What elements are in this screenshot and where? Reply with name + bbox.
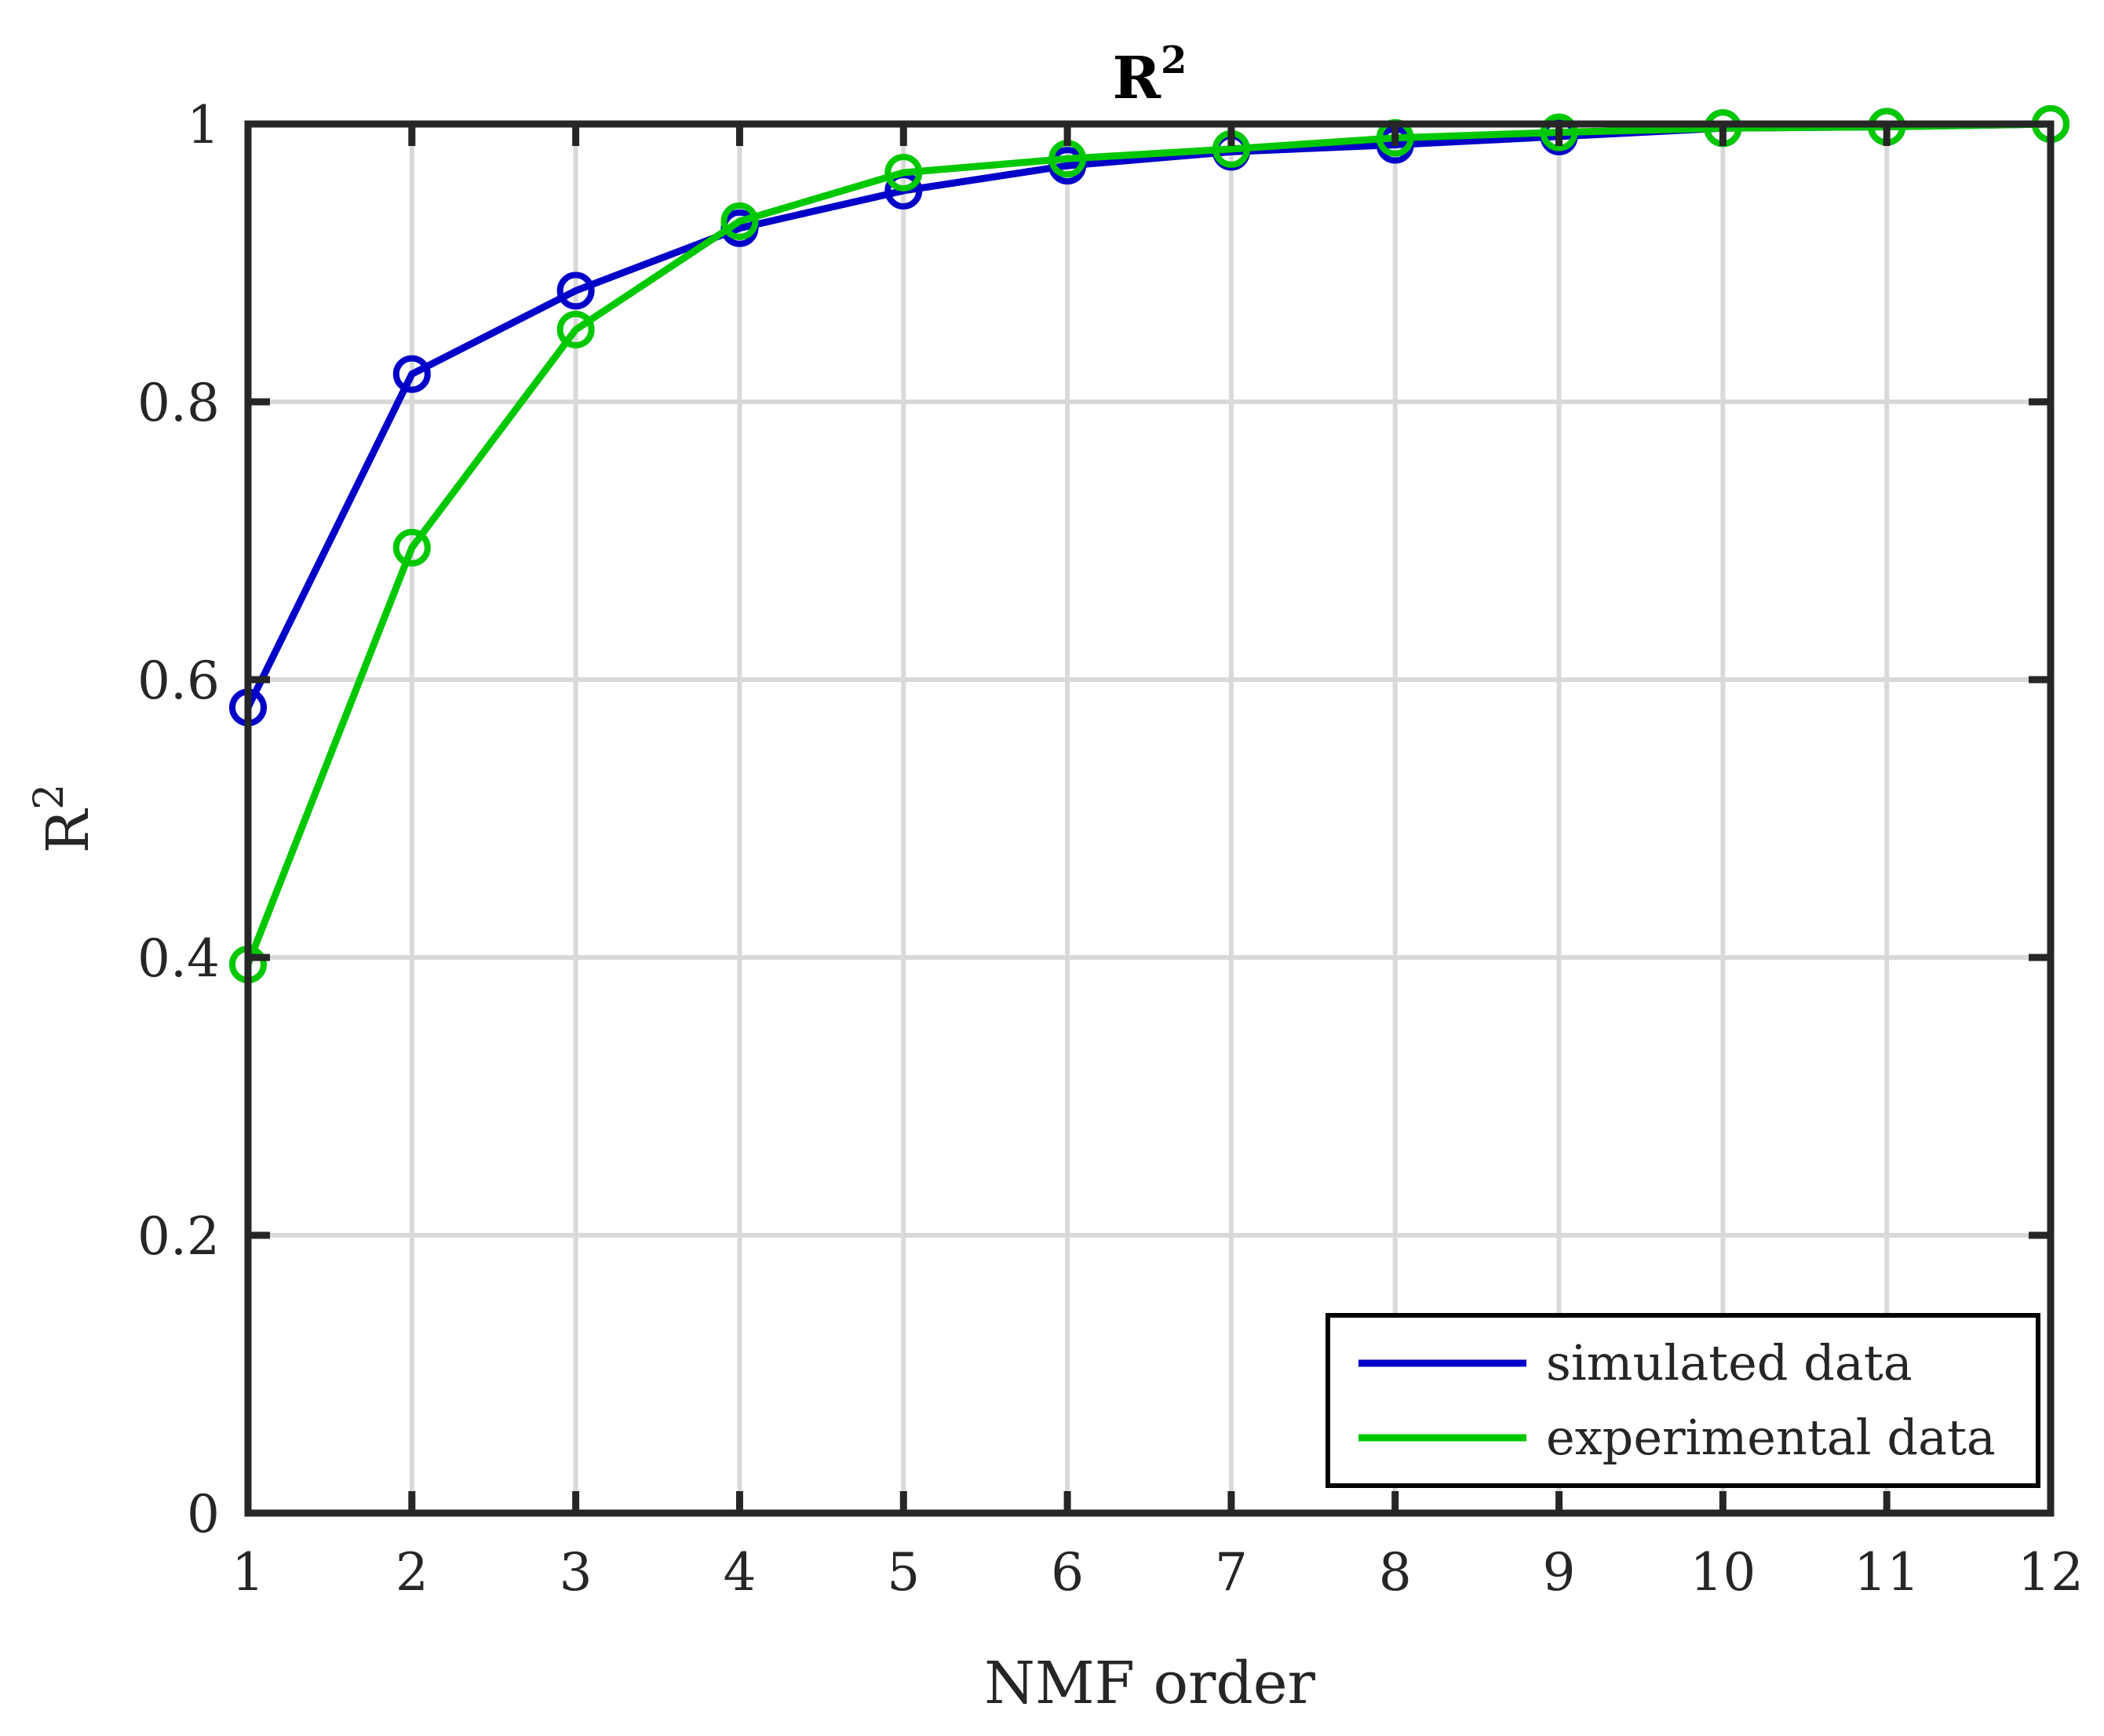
- data-point-experimental-data: [392, 528, 431, 567]
- axes: [244, 120, 2055, 1517]
- plot-area-border: [244, 120, 2055, 1517]
- x-tick-label: 9: [1543, 1542, 1576, 1603]
- y-tick-label: 0.6: [137, 651, 220, 711]
- x-tick-label: 3: [560, 1542, 593, 1603]
- y-axis-title: R2: [26, 784, 102, 854]
- legend-box: [1325, 1313, 2040, 1488]
- data-point-simulated-data: [556, 272, 595, 310]
- grid-lines: [248, 124, 2051, 1513]
- legend-label-experimental-data: experimental data: [1546, 1409, 1996, 1466]
- x-axis-title: NMF order: [984, 1650, 1315, 1717]
- x-tick-label: 4: [723, 1542, 756, 1603]
- legend: simulated data experimental data: [1325, 1313, 2040, 1488]
- series-layer: [229, 105, 2069, 983]
- data-point-experimental-data: [884, 153, 923, 191]
- y-tick-label: 0.8: [137, 373, 220, 433]
- x-tick-label: 11: [1854, 1542, 1920, 1603]
- series-line-simulated-data: [244, 120, 2051, 709]
- data-point-simulated-data: [392, 355, 431, 393]
- series-line-experimental-data: [244, 120, 2051, 966]
- x-tick-label: 6: [1051, 1542, 1084, 1603]
- x-tick-label: 8: [1379, 1542, 1412, 1603]
- x-tick-label: 12: [2018, 1542, 2084, 1603]
- chart-title: R2: [1113, 38, 1187, 112]
- legend-label-simulated-data: simulated data: [1546, 1334, 1913, 1391]
- data-point-experimental-data: [1540, 113, 1578, 151]
- data-point-experimental-data: [556, 310, 595, 348]
- y-tick-label: 0.4: [137, 928, 220, 989]
- data-point-experimental-data: [720, 202, 759, 240]
- y-tick-label: 1: [187, 95, 220, 155]
- x-tick-label: 2: [396, 1542, 428, 1603]
- x-tick-label: 1: [232, 1542, 264, 1603]
- x-tick-label: 10: [1690, 1542, 1756, 1603]
- tick-marks: [244, 120, 2055, 1517]
- y-tick-label: 0: [187, 1484, 220, 1545]
- y-tick-label: 0.2: [137, 1206, 220, 1267]
- x-tick-label: 7: [1215, 1542, 1248, 1603]
- x-tick-label: 5: [887, 1542, 920, 1603]
